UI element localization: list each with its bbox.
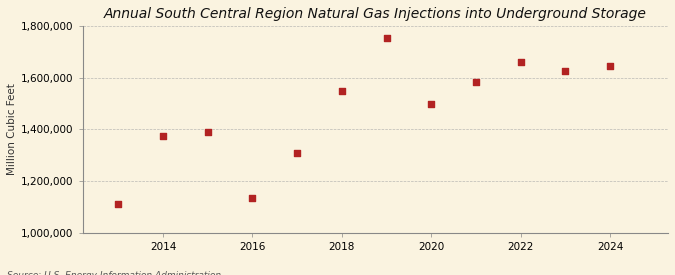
Point	[515, 60, 526, 65]
Point	[426, 101, 437, 106]
Text: Source: U.S. Energy Information Administration: Source: U.S. Energy Information Administ…	[7, 271, 221, 275]
Title: Annual South Central Region Natural Gas Injections into Underground Storage: Annual South Central Region Natural Gas …	[104, 7, 647, 21]
Y-axis label: Million Cubic Feet: Million Cubic Feet	[7, 84, 17, 175]
Point	[247, 196, 258, 200]
Point	[336, 89, 347, 93]
Point	[560, 69, 570, 74]
Point	[202, 130, 213, 134]
Point	[470, 79, 481, 84]
Point	[605, 64, 616, 68]
Point	[381, 36, 392, 40]
Point	[113, 202, 124, 206]
Point	[158, 134, 169, 138]
Point	[292, 150, 302, 155]
